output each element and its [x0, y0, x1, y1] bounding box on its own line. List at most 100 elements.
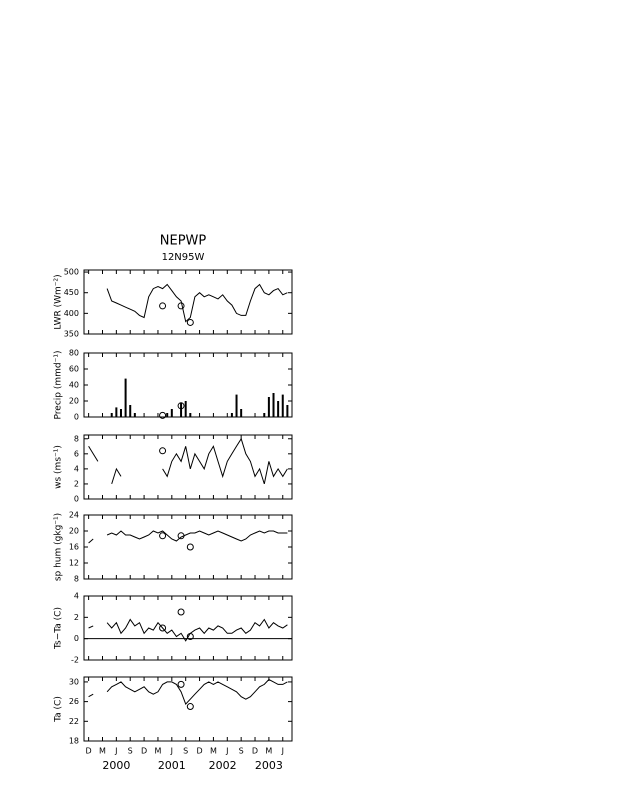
bar [166, 413, 169, 417]
y-axis-label: ws (ms⁻¹) [54, 445, 64, 489]
y-tick-label: 80 [69, 349, 79, 358]
y-tick-label: 0 [74, 634, 79, 643]
data-line [88, 678, 288, 706]
bar [267, 397, 270, 417]
panel-frame [83, 352, 293, 418]
y-tick-label: 40 [69, 381, 79, 390]
data-line [106, 283, 288, 323]
y-axis-label: Precip (mmd⁻¹) [54, 351, 64, 420]
y-tick-label: 0 [74, 413, 79, 422]
y-tick-label: 2 [74, 479, 79, 488]
data-line [88, 437, 288, 485]
y-tick-label: 6 [74, 449, 79, 458]
x-tick-label: J [281, 747, 284, 756]
y-tick-label: 20 [69, 397, 79, 406]
panel-frame [83, 269, 293, 335]
y-tick-label: 26 [69, 697, 79, 706]
x-tick-label: D [86, 747, 92, 756]
bar [184, 401, 187, 417]
marker [186, 703, 194, 711]
bar [180, 402, 183, 417]
year-label: 2001 [158, 759, 186, 772]
y-tick-label: 4 [74, 592, 79, 601]
bar [119, 409, 122, 417]
y-tick-label: 30 [69, 677, 79, 686]
bar [170, 409, 173, 417]
data-line [88, 618, 288, 642]
bar [286, 405, 289, 417]
marker [159, 532, 167, 540]
y-tick-label: 0 [74, 495, 79, 504]
y-tick-label: 12 [69, 559, 79, 568]
x-tick-label: S [183, 747, 188, 756]
bar [281, 394, 284, 417]
y-tick-label: 350 [64, 330, 79, 339]
x-tick-label: J [114, 747, 117, 756]
x-tick-label: D [196, 747, 202, 756]
year-label: 2003 [255, 759, 283, 772]
panel-frame [83, 434, 293, 500]
bar [129, 405, 132, 417]
data-line [88, 530, 288, 544]
y-tick-label: 8 [74, 575, 79, 584]
bar [115, 407, 118, 417]
x-tick-label: J [225, 747, 228, 756]
bar [230, 413, 233, 417]
y-axis-label: Ts−Ta (C) [54, 607, 64, 650]
x-tick-label: M [265, 747, 272, 756]
y-tick-label: 16 [69, 543, 79, 552]
marker [159, 411, 167, 419]
bar [277, 401, 280, 417]
marker [177, 302, 185, 310]
marker [159, 447, 167, 455]
bar [110, 413, 113, 417]
y-tick-label: 4 [74, 464, 79, 473]
x-tick-label: D [252, 747, 258, 756]
y-tick-label: 500 [64, 268, 79, 277]
chart-title: NEPWP [160, 234, 207, 249]
y-tick-label: 2 [74, 613, 79, 622]
y-tick-label: 400 [64, 309, 79, 318]
marker [159, 624, 167, 632]
panel-frame [83, 595, 293, 661]
x-tick-label: M [99, 747, 106, 756]
y-tick-label: 20 [69, 527, 79, 536]
y-axis-label: sp hum (gkg⁻¹) [54, 513, 64, 581]
marker [186, 633, 194, 641]
bar [235, 394, 238, 417]
year-label: 2000 [102, 759, 130, 772]
y-tick-label: -2 [71, 656, 79, 665]
y-axis-label: LWR (Wm⁻²) [54, 274, 64, 329]
year-label: 2002 [209, 759, 237, 772]
y-tick-label: 450 [64, 288, 79, 297]
y-tick-label: 8 [74, 434, 79, 443]
bar [240, 409, 243, 417]
panel-frame [83, 676, 293, 742]
marker [186, 318, 194, 326]
marker [177, 608, 185, 616]
panel-frame [83, 514, 293, 580]
x-tick-label: S [239, 747, 244, 756]
y-tick-label: 22 [69, 717, 79, 726]
x-tick-label: S [128, 747, 133, 756]
marker [186, 543, 194, 551]
y-tick-label: 60 [69, 365, 79, 374]
x-tick-label: M [210, 747, 217, 756]
x-tick-label: D [141, 747, 147, 756]
bar [272, 393, 275, 417]
marker [177, 680, 185, 688]
y-axis-label: Ta (C) [54, 696, 64, 723]
bar [133, 413, 136, 417]
bar [189, 413, 192, 417]
x-tick-label: M [155, 747, 162, 756]
marker [159, 302, 167, 310]
bar [124, 378, 127, 417]
y-tick-label: 24 [69, 511, 79, 520]
marker [177, 532, 185, 540]
y-tick-label: 18 [69, 737, 79, 746]
bar [263, 413, 266, 417]
marker [177, 402, 185, 410]
chart-subtitle: 12N95W [162, 252, 205, 263]
x-tick-label: J [170, 747, 173, 756]
